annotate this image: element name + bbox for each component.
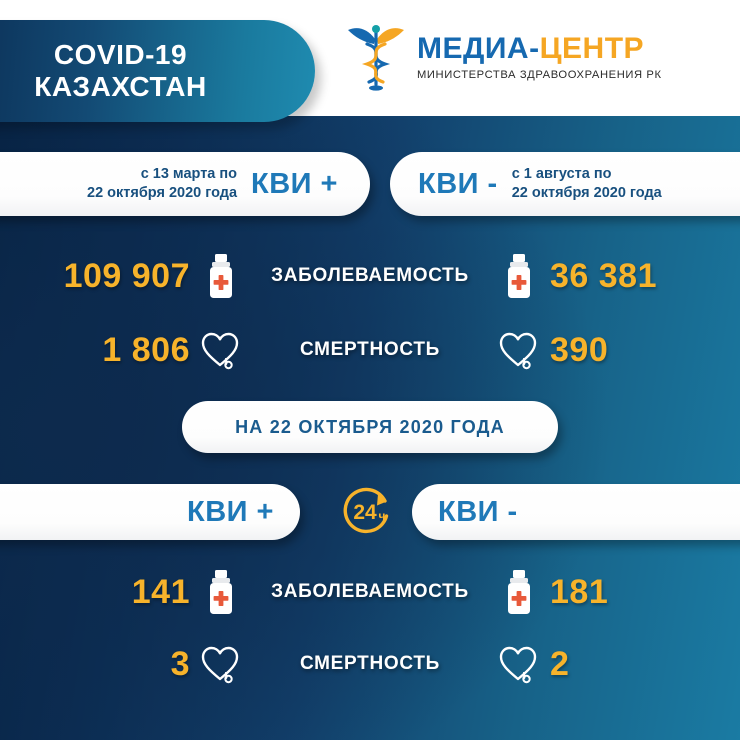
daily-right-kvi-label: КВИ - (438, 495, 518, 528)
logo-subtitle: МИНИСТЕРСТВА ЗДРАВООХРАНЕНИЯ РК (417, 69, 662, 81)
cumulative-right-period-pill: КВИ - с 1 августа по 22 октября 2020 год… (390, 152, 740, 216)
media-center-logo: МЕДИА-ЦЕНТР МИНИСТЕРСТВА ЗДРАВООХРАНЕНИЯ… (345, 18, 662, 97)
medicine-bottle-icon (488, 253, 550, 299)
cumulative-right-kvi-label: КВИ - (418, 167, 498, 200)
header-band: COVID-19 КАЗАХСТАН (0, 0, 740, 122)
cumulative-row-incidence: 109 907 ЗАБОЛЕВАЕМОСТЬ 36 381 (0, 248, 740, 304)
medicine-bottle-icon (190, 253, 252, 299)
daily-incidence-left-value: 141 (131, 572, 190, 611)
heart-stethoscope-icon (488, 329, 550, 371)
cumulative-left-date-line1: с 13 марта по (140, 166, 238, 183)
cumulative-right-date-line2: 22 октября 2020 года (511, 185, 662, 201)
cumulative-mortality-label: СМЕРТНОСТЬ (299, 339, 440, 360)
cumulative-left-date-line2: 22 октября 2020 года (87, 185, 238, 201)
cumulative-incidence-right-value: 36 381 (550, 256, 657, 295)
24-hours-badge-icon: 24 ч (340, 483, 398, 541)
cumulative-incidence-left-value: 109 907 (63, 256, 190, 295)
cumulative-mortality-right-value: 390 (550, 330, 609, 369)
daily-date-banner-text: НА 22 ОКТЯБРЯ 2020 ГОДА (235, 416, 505, 437)
daily-right-kvi-pill: КВИ - (412, 484, 740, 540)
daily-row-mortality: 3 СМЕРТНОСТЬ 2 (0, 636, 740, 692)
medicine-bottle-icon (190, 569, 252, 615)
cumulative-right-daterange: с 1 августа по 22 октября 2020 года (512, 165, 662, 203)
cumulative-mortality-left-value: 1 806 (102, 330, 190, 369)
daily-mortality-right-value: 2 (550, 644, 570, 683)
cumulative-left-period-pill: с 13 марта по 22 октября 2020 года КВИ + (0, 152, 370, 216)
covid-title-line1: COVID-19 (53, 39, 188, 71)
daily-incidence-label: ЗАБОЛЕВАЕМОСТЬ (271, 581, 469, 602)
cumulative-right-date-line1: с 1 августа по (511, 166, 612, 183)
cumulative-left-daterange: с 13 марта по 22 октября 2020 года (87, 165, 237, 203)
medicine-bottle-icon (488, 569, 550, 615)
heart-stethoscope-icon (190, 329, 252, 371)
badge-unit: ч (379, 509, 386, 523)
daily-date-banner: НА 22 ОКТЯБРЯ 2020 ГОДА (182, 401, 558, 453)
daily-incidence-right-value: 181 (550, 572, 609, 611)
logo-name-dash: - (529, 32, 540, 65)
daily-left-kvi-pill: КВИ + (0, 484, 300, 540)
daily-row-incidence: 141 ЗАБОЛЕВАЕМОСТЬ 181 (0, 564, 740, 620)
badge-number: 24 (353, 501, 377, 524)
daily-left-kvi-label: КВИ + (187, 495, 274, 528)
heart-stethoscope-icon (488, 643, 550, 685)
daily-mortality-label: СМЕРТНОСТЬ (299, 653, 440, 674)
cumulative-left-kvi-label: КВИ + (251, 167, 338, 200)
logo-text: МЕДИА-ЦЕНТР МИНИСТЕРСТВА ЗДРАВООХРАНЕНИЯ… (417, 32, 662, 82)
logo-name-center: ЦЕНТР (539, 32, 645, 65)
daily-mortality-left-value: 3 (170, 644, 190, 683)
covid-title-line2: КАЗАХСТАН (34, 71, 207, 102)
cumulative-row-mortality: 1 806 СМЕРТНОСТЬ 390 (0, 322, 740, 378)
covid-title-badge: COVID-19 КАЗАХСТАН (0, 20, 315, 122)
logo-name-media: МЕДИА (417, 32, 530, 65)
cumulative-incidence-label: ЗАБОЛЕВАЕМОСТЬ (271, 265, 469, 286)
heart-stethoscope-icon (190, 643, 252, 685)
caduceus-icon (345, 18, 407, 97)
